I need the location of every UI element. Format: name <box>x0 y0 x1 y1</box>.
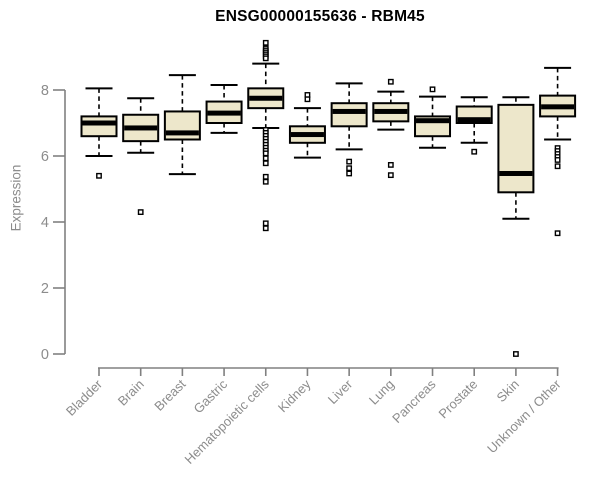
median-line <box>541 104 575 110</box>
outlier-point <box>262 39 269 46</box>
x-tick-label: Gastric <box>190 376 230 416</box>
x-tick-label: Unknown / Other <box>484 376 564 456</box>
outlier-point <box>96 172 102 179</box>
median-line <box>416 118 450 124</box>
outlier-point <box>471 148 478 155</box>
x-tick-label: Skin <box>494 377 522 405</box>
box-Skin <box>497 103 535 194</box>
x-tick-label: Breast <box>151 376 188 413</box>
x-tick-label: Bladder <box>63 376 106 419</box>
outlier-point <box>262 178 269 185</box>
outlier-point <box>346 158 353 165</box>
outlier-point <box>387 78 394 85</box>
outlier-point <box>262 155 269 162</box>
box-Bladder <box>80 115 118 138</box>
outlier-point <box>346 165 353 172</box>
outlier-point <box>554 157 561 163</box>
y-tick-label: 4 <box>41 215 49 231</box>
median-line <box>82 120 116 126</box>
median-line <box>374 108 408 114</box>
box-Liver <box>330 102 368 128</box>
median-line <box>207 110 241 116</box>
outlier-point <box>387 172 394 179</box>
outlier-point <box>346 170 353 177</box>
median-line <box>124 125 158 131</box>
x-tick-label: Liver <box>325 376 356 407</box>
y-tick-label: 6 <box>41 149 49 165</box>
outlier-point <box>387 162 394 168</box>
outlier-point <box>262 55 269 62</box>
outlier-point <box>262 173 269 180</box>
x-tick-label: Pancreas <box>389 376 439 426</box>
outlier-point <box>262 220 269 227</box>
x-tick-label: Kidney <box>275 376 314 415</box>
y-tick-label: 8 <box>41 83 49 99</box>
outlier-point <box>513 351 519 357</box>
median-line <box>249 95 283 101</box>
median-line <box>290 132 324 138</box>
x-tick-label: Lung <box>366 377 397 408</box>
outlier-point <box>429 86 436 93</box>
outlier-point <box>262 225 269 232</box>
outlier-point <box>554 230 561 237</box>
median-line <box>457 117 491 123</box>
outlier-point <box>262 150 269 157</box>
outlier-point <box>137 209 144 215</box>
x-tick-label: Prostate <box>435 377 480 422</box>
outlier-point <box>304 96 311 103</box>
median-line <box>499 170 533 176</box>
x-tick-label: Brain <box>115 377 147 409</box>
y-tick-label: 0 <box>41 347 49 363</box>
y-tick-label: 2 <box>41 281 49 297</box>
outlier-point <box>262 160 269 167</box>
chart-title: ENSG00000155636 - RBM45 <box>215 8 425 25</box>
outlier-point <box>554 163 561 170</box>
median-line <box>165 130 199 136</box>
median-line <box>332 108 366 114</box>
